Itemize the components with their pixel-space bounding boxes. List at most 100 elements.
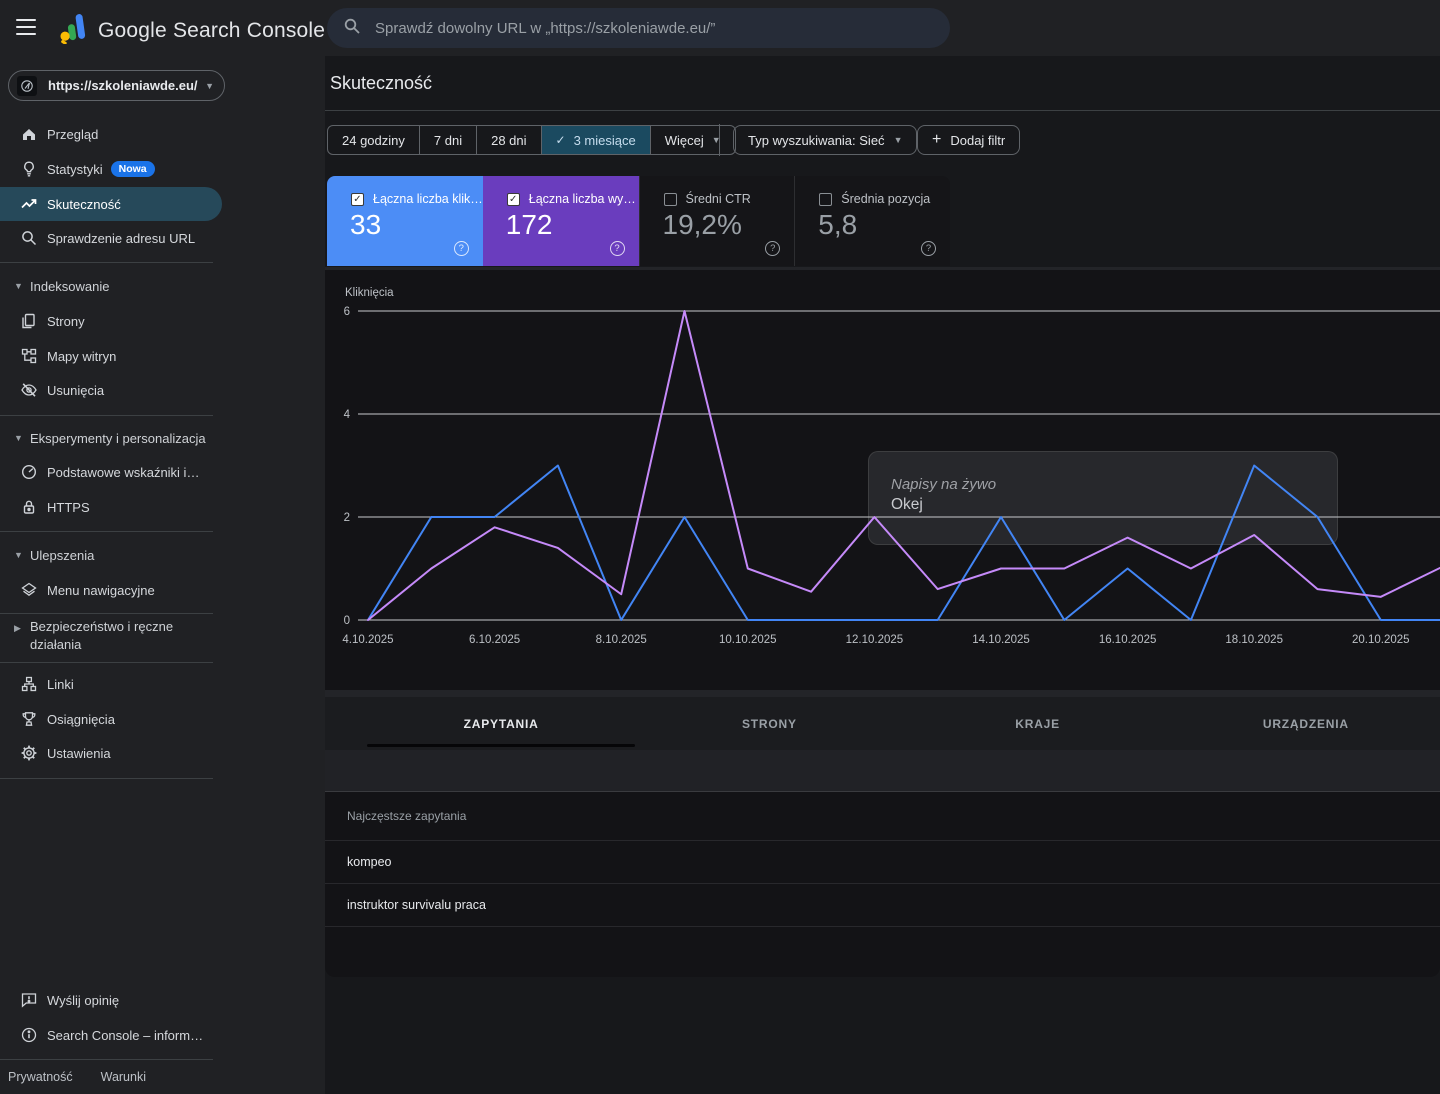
help-icon[interactable]: ? — [765, 241, 781, 256]
svg-text:4: 4 — [344, 409, 351, 421]
page-title: Skuteczność — [330, 73, 433, 93]
chevron-down-icon: ▼ — [14, 550, 23, 560]
add-filter-button[interactable]: + Dodaj filtr — [917, 125, 1021, 155]
trophy-icon — [20, 710, 38, 728]
sidebar-item-podstawowe-wskazniki[interactable]: Podstawowe wskaźniki i… — [0, 455, 222, 489]
trending-up-icon — [20, 195, 38, 213]
privacy-link[interactable]: Prywatność — [8, 1070, 73, 1084]
sidebar-item-strony[interactable]: Strony — [0, 304, 222, 338]
chevron-down-icon: ▼ — [205, 80, 214, 91]
metric-value: 33 — [350, 209, 382, 240]
metric-value: 19,2% — [662, 209, 742, 240]
divider — [719, 124, 720, 156]
date-range-tabs: 24 godziny 7 dni 28 dni ✓ 3 miesiące Więc… — [327, 125, 736, 155]
date-tab-28d[interactable]: 28 dni — [476, 126, 540, 154]
divider — [0, 415, 213, 416]
sidebar-item-ustawienia[interactable]: Ustawienia — [0, 736, 222, 770]
sidebar-item-statystyki[interactable]: Statystyki Nowa — [0, 152, 222, 186]
svg-text:16.10.2025: 16.10.2025 — [1099, 634, 1157, 646]
svg-text:2: 2 — [344, 512, 350, 524]
sidebar-item-linki[interactable]: Linki — [0, 667, 222, 701]
svg-text:Kliknięcia: Kliknięcia — [345, 287, 394, 299]
svg-text:0: 0 — [344, 615, 350, 627]
metric-card-clicks[interactable]: ✓ Łączna liczba klik… 33 ? — [327, 176, 483, 266]
table-row[interactable]: kompeo — [325, 841, 1440, 884]
metric-value: 5,8 — [818, 209, 858, 240]
search-type-button[interactable]: Typ wyszukiwania: Sieć ▼ — [733, 125, 918, 155]
tab-zapytania[interactable]: ZAPYTANIA — [367, 697, 636, 750]
performance-chart: Napisy na żywo Okej 0 2 4 6 4.10.2025 6.10.20… — [325, 270, 1440, 690]
property-favicon — [17, 75, 37, 96]
pages-icon — [20, 312, 38, 330]
sidebar-section-ulepszenia[interactable]: ▼ Ulepszenia — [14, 547, 95, 563]
sidebar-item-usuniecia[interactable]: Usunięcia — [0, 373, 222, 407]
sidebar: https://szkoleniawde.eu/ ▼ Przegląd Stat… — [0, 56, 325, 1094]
sidebar-item-sc-informacje[interactable]: Search Console – inform… — [0, 1018, 222, 1052]
gear-icon — [20, 744, 38, 762]
divider — [0, 531, 213, 532]
sidebar-item-mapy-witryn[interactable]: Mapy witryn — [0, 339, 222, 373]
metric-cards: ✓ Łączna liczba klik… 33 ? ✓ Łączna licz… — [327, 176, 950, 266]
divider — [0, 262, 213, 263]
sidebar-item-wyslij-opinie[interactable]: Wyślij opinię — [0, 983, 222, 1017]
divider — [0, 1059, 213, 1060]
checkbox-checked[interactable]: ✓ — [351, 193, 364, 206]
metric-card-position[interactable]: Średnia pozycja 5,8 ? — [794, 176, 950, 266]
sidebar-item-przeglad[interactable]: Przegląd — [0, 117, 222, 151]
svg-text:10.10.2025: 10.10.2025 — [719, 634, 777, 646]
svg-text:14.10.2025: 14.10.2025 — [972, 634, 1030, 646]
date-tab-7d[interactable]: 7 dni — [418, 126, 476, 154]
search-icon — [20, 229, 38, 247]
metric-card-ctr[interactable]: Średni CTR 19,2% ? — [638, 176, 795, 266]
sidebar-section-bezpieczenstwo[interactable]: ▶ Bezpieczeństwo i ręczne działania — [14, 619, 174, 652]
tab-strony[interactable]: STRONY — [741, 716, 797, 731]
chevron-right-icon: ▶ — [14, 623, 21, 633]
date-tab-3m[interactable]: ✓ 3 miesiące — [540, 126, 650, 154]
property-url: https://szkoleniawde.eu/ — [48, 78, 198, 93]
sidebar-item-skutecznosc[interactable]: Skuteczność — [0, 187, 222, 221]
speedometer-icon — [20, 463, 38, 481]
tab-urzadzenia[interactable]: URZĄDZENIA — [1262, 716, 1349, 731]
date-tab-24h[interactable]: 24 godziny — [342, 132, 405, 148]
sidebar-section-eksperymenty[interactable]: ▼ Eksperymenty i personalizacja — [14, 430, 206, 446]
lock-icon — [20, 498, 38, 516]
url-inspection-search[interactable] — [327, 8, 950, 48]
search-icon — [343, 17, 361, 40]
hamburger-menu-icon[interactable] — [16, 19, 36, 35]
date-tab-wiecej[interactable]: Więcej ▼ — [649, 126, 735, 154]
checkbox-checked[interactable]: ✓ — [506, 193, 520, 206]
svg-text:12.10.2025: 12.10.2025 — [846, 634, 904, 646]
svg-text:20.10.2025: 20.10.2025 — [1352, 634, 1410, 646]
live-caption-title: Napisy na żywo — [891, 476, 997, 493]
table-tabs: ZAPYTANIA STRONY KRAJE URZĄDZENIA — [325, 697, 1440, 750]
chevron-down-icon: ▼ — [14, 281, 23, 291]
terms-link[interactable]: Warunki — [100, 1070, 146, 1084]
sidebar-item-osiagniecia[interactable]: Osiągnięcia — [0, 702, 222, 736]
metric-card-impressions[interactable]: ✓ Łączna liczba wy… 172 ? — [482, 176, 639, 266]
sidebar-section-indeksowanie[interactable]: ▼ Indeksowanie — [14, 278, 110, 294]
svg-text:18.10.2025: 18.10.2025 — [1225, 634, 1283, 646]
plus-icon: + — [932, 131, 942, 148]
app-logo: Google Search Console — [58, 12, 325, 49]
dimensions-table: ZAPYTANIA STRONY KRAJE URZĄDZENIA Najczę… — [325, 697, 1440, 977]
checkbox-unchecked[interactable] — [663, 193, 677, 206]
home-icon — [20, 125, 38, 143]
table-row[interactable]: instruktor survivalu praca — [325, 884, 1440, 927]
property-selector[interactable]: https://szkoleniawde.eu/ ▼ — [8, 70, 225, 101]
table-header: Najczęstsze zapytania — [325, 792, 1440, 841]
nowa-badge: Nowa — [110, 161, 155, 177]
help-icon[interactable]: ? — [609, 241, 625, 256]
chevron-down-icon: ▼ — [711, 135, 721, 145]
sidebar-item-https[interactable]: HTTPS — [0, 490, 222, 524]
tab-kraje[interactable]: KRAJE — [1015, 716, 1060, 731]
search-input[interactable] — [375, 19, 935, 37]
sidebar-item-menu-nawigacyjne[interactable]: Menu nawigacyjne — [0, 573, 222, 607]
eye-off-icon — [20, 381, 38, 399]
help-icon[interactable]: ? — [453, 241, 469, 256]
checkbox-unchecked[interactable] — [819, 193, 833, 206]
sitemap-icon — [20, 347, 38, 365]
chevron-down-icon: ▼ — [14, 433, 23, 443]
live-caption-text: Okej — [891, 496, 923, 513]
sidebar-item-sprawdzenie-url[interactable]: Sprawdzenie adresu URL — [0, 221, 222, 255]
help-icon[interactable]: ? — [921, 241, 936, 256]
